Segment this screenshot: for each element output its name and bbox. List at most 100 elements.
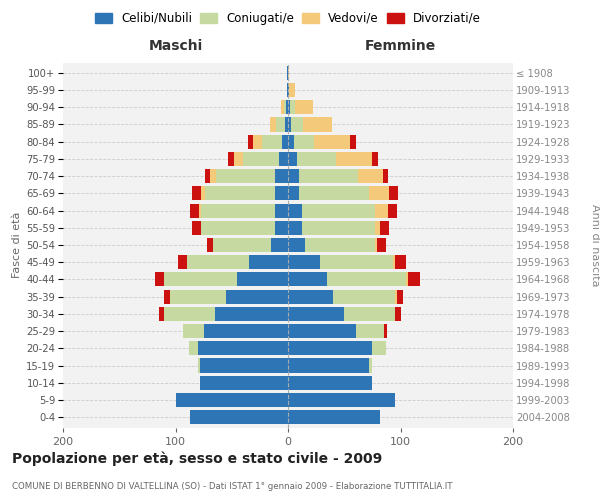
Bar	[288, 238, 305, 252]
Bar	[288, 376, 373, 390]
Bar	[373, 152, 378, 166]
Bar	[164, 290, 170, 304]
Bar	[288, 152, 297, 166]
Bar	[288, 393, 395, 407]
Bar	[212, 238, 271, 252]
Bar	[284, 100, 286, 114]
Bar	[202, 204, 275, 218]
Bar	[275, 169, 288, 183]
Bar	[205, 169, 211, 183]
Bar	[170, 290, 226, 304]
Bar	[314, 134, 350, 149]
Bar	[289, 83, 295, 97]
Bar	[293, 134, 314, 149]
Bar	[406, 272, 409, 286]
Y-axis label: Fasce di età: Fasce di età	[12, 212, 22, 278]
Bar	[392, 255, 395, 270]
Bar	[388, 204, 397, 218]
Bar	[164, 272, 238, 286]
Bar	[374, 238, 377, 252]
Bar	[284, 118, 288, 132]
Bar	[275, 220, 288, 235]
Bar	[243, 152, 279, 166]
Bar	[288, 272, 328, 286]
Bar	[270, 118, 275, 132]
Bar	[234, 152, 243, 166]
Bar	[288, 255, 320, 270]
Bar	[184, 324, 203, 338]
Text: Popolazione per età, sesso e stato civile - 2009: Popolazione per età, sesso e stato civil…	[12, 452, 382, 466]
Bar	[288, 324, 355, 338]
Bar	[397, 290, 403, 304]
Bar	[190, 410, 288, 424]
Bar	[275, 204, 288, 218]
Bar	[369, 186, 389, 200]
Text: COMUNE DI BERBENNO DI VALTELLINA (SO) - Dati ISTAT 1° gennaio 2009 - Elaborazion: COMUNE DI BERBENNO DI VALTELLINA (SO) - …	[12, 482, 452, 491]
Bar	[305, 238, 374, 252]
Bar	[288, 290, 333, 304]
Bar	[288, 341, 373, 355]
Bar	[288, 307, 344, 321]
Bar	[333, 290, 395, 304]
Bar	[383, 169, 388, 183]
Bar	[288, 100, 290, 114]
Bar	[299, 186, 369, 200]
Bar	[383, 324, 387, 338]
Bar	[200, 376, 288, 390]
Bar	[288, 410, 380, 424]
Bar	[288, 118, 292, 132]
Bar	[302, 204, 374, 218]
Bar	[369, 358, 373, 372]
Bar	[178, 255, 187, 270]
Bar	[190, 204, 199, 218]
Bar	[350, 134, 355, 149]
Bar	[155, 272, 164, 286]
Bar	[288, 204, 302, 218]
Bar	[374, 204, 388, 218]
Bar	[337, 152, 373, 166]
Bar	[193, 186, 202, 200]
Bar	[395, 255, 406, 270]
Bar	[288, 134, 293, 149]
Bar	[389, 186, 398, 200]
Bar	[287, 66, 288, 80]
Text: Maschi: Maschi	[148, 39, 203, 53]
Bar	[189, 341, 198, 355]
Y-axis label: Anni di nascita: Anni di nascita	[590, 204, 600, 286]
Bar	[275, 186, 288, 200]
Bar	[207, 238, 212, 252]
Bar	[292, 118, 302, 132]
Bar	[283, 134, 288, 149]
Bar	[262, 134, 283, 149]
Bar	[216, 169, 275, 183]
Bar	[355, 324, 383, 338]
Bar	[158, 307, 164, 321]
Bar	[290, 100, 295, 114]
Text: Femmine: Femmine	[365, 39, 436, 53]
Bar	[199, 204, 202, 218]
Bar	[226, 290, 288, 304]
Bar	[288, 169, 299, 183]
Bar	[302, 118, 332, 132]
Bar	[248, 134, 253, 149]
Bar	[253, 134, 262, 149]
Bar	[297, 152, 337, 166]
Bar	[302, 220, 374, 235]
Bar	[288, 358, 369, 372]
Bar	[373, 341, 386, 355]
Bar	[279, 152, 288, 166]
Bar	[238, 272, 288, 286]
Bar	[229, 152, 234, 166]
Bar	[395, 290, 397, 304]
Bar	[409, 272, 419, 286]
Bar	[164, 307, 215, 321]
Bar	[288, 220, 302, 235]
Bar	[198, 358, 200, 372]
Bar	[320, 255, 392, 270]
Bar	[248, 255, 288, 270]
Bar	[271, 238, 288, 252]
Bar	[275, 118, 284, 132]
Bar	[215, 307, 288, 321]
Bar	[286, 100, 288, 114]
Legend: Celibi/Nubili, Coniugati/e, Vedovi/e, Divorziati/e: Celibi/Nubili, Coniugati/e, Vedovi/e, Di…	[95, 12, 481, 25]
